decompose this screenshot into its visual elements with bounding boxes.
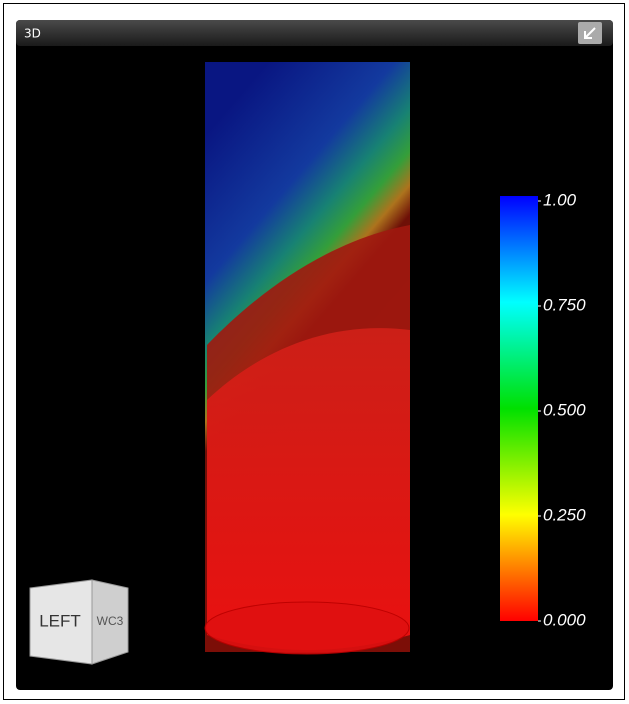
tick-label: 0.500 xyxy=(543,400,586,419)
tick-label: 0.000 xyxy=(543,610,586,629)
header xyxy=(16,20,613,46)
page: 3D LEFT WC3 1.000.7500.5000.2500.000 (()… xyxy=(0,0,629,704)
cube-side-label: WC3 xyxy=(97,614,124,628)
tick-label: 1.00 xyxy=(543,190,577,209)
tick-label: 0.250 xyxy=(543,505,586,524)
colorbar xyxy=(500,196,538,621)
view-cube[interactable]: LEFT WC3 xyxy=(30,580,128,664)
panel-title: 3D xyxy=(24,27,41,41)
viewer: 3D LEFT WC3 1.00 0.750 0.500 0.250 0.000 xyxy=(0,0,629,704)
cube-front-label: LEFT xyxy=(39,611,81,630)
cylinder xyxy=(205,62,410,654)
tick-label: 0.750 xyxy=(543,295,586,314)
restore-button[interactable] xyxy=(578,22,602,44)
